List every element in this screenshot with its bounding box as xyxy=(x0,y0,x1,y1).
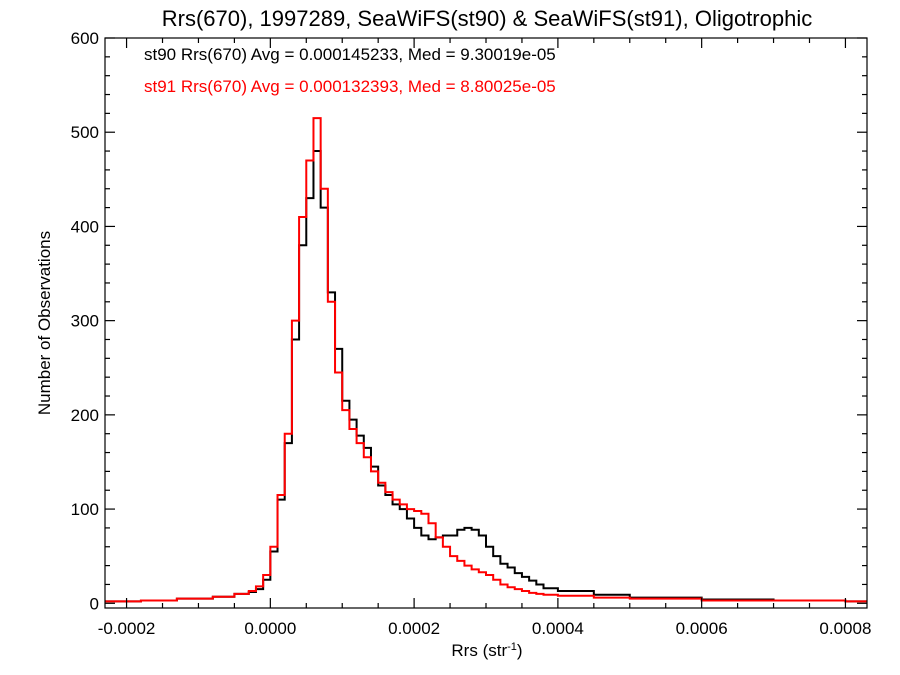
x-tick-label: 0.0004 xyxy=(532,619,584,638)
y-axis-label: Number of Observations xyxy=(35,231,54,415)
y-tick-label: 300 xyxy=(71,312,99,331)
x-tick-label: 0.0006 xyxy=(676,619,728,638)
y-tick-label: 0 xyxy=(90,594,99,613)
x-tick-label: 0.0008 xyxy=(819,619,871,638)
legend-entry-st90: st90 Rrs(670) Avg = 0.000145233, Med = 9… xyxy=(144,45,556,64)
series-line-st91 xyxy=(105,117,867,603)
plot-frame xyxy=(104,37,868,609)
x-tick-label: 0.0000 xyxy=(244,619,296,638)
y-tick-label: 200 xyxy=(71,406,99,425)
chart-title: Rrs(670), 1997289, SeaWiFS(st90) & SeaWi… xyxy=(162,6,812,31)
y-tick-label: 500 xyxy=(71,123,99,142)
x-axis: -0.0002 0.0000 0.0002 0.0004 0.0006 0.0008 xyxy=(98,38,871,638)
y-tick-label: 600 xyxy=(71,29,99,48)
x-tick-label: -0.0002 xyxy=(98,619,156,638)
series-line-st90 xyxy=(105,150,867,603)
x-tick-label: 0.0002 xyxy=(388,619,440,638)
y-axis: 0 100 200 300 400 500 600 xyxy=(71,29,867,613)
x-axis-label: Rrs (str-1) xyxy=(451,641,522,660)
y-tick-label: 100 xyxy=(71,500,99,519)
series-layer xyxy=(105,117,867,603)
x-axis-label-superscript: -1 xyxy=(507,641,517,653)
legend-entry-st91: st91 Rrs(670) Avg = 0.000132393, Med = 8… xyxy=(144,77,556,96)
y-tick-label: 400 xyxy=(71,217,99,236)
